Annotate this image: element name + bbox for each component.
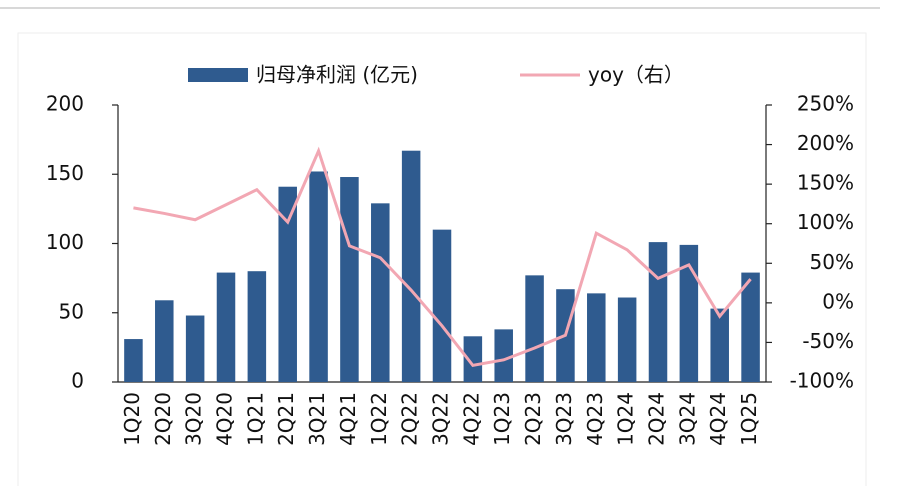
legend-label: 归母净利润 (亿元) [256, 63, 418, 87]
y-tick-label: 0 [71, 369, 84, 393]
bar [617, 297, 637, 382]
x-tick-label: 3Q20 [182, 392, 206, 446]
y2-tick-label: -100% [790, 369, 854, 393]
y2-tick-label: 50% [810, 250, 854, 274]
x-tick-label: 1Q24 [614, 392, 638, 446]
y2-tick-label: -50% [802, 329, 854, 353]
bar [525, 275, 544, 382]
bar [648, 242, 668, 382]
x-tick-label: 4Q21 [336, 392, 360, 446]
x-tick-label: 2Q20 [151, 392, 175, 446]
legend-label: yoy（右） [588, 63, 684, 87]
bar [185, 315, 205, 382]
x-tick-label: 4Q20 [213, 392, 237, 446]
y2-tick-label: 200% [797, 131, 854, 155]
x-tick-label: 3Q24 [675, 392, 699, 446]
bar [587, 293, 606, 382]
y2-tick-label: 250% [797, 92, 854, 116]
x-tick-label: 3Q21 [305, 392, 329, 446]
x-tick-label: 3Q22 [429, 392, 453, 446]
y2-tick-label: 100% [797, 210, 854, 234]
bar [432, 229, 452, 382]
x-tick-label: 1Q21 [243, 392, 267, 446]
bar [278, 186, 297, 382]
bar [463, 336, 483, 382]
y-tick-label: 100 [46, 230, 84, 254]
y2-tick-label: 150% [797, 171, 854, 195]
y-tick-label: 150 [46, 161, 84, 185]
x-tick-label: 3Q23 [552, 392, 576, 446]
x-tick-label: 1Q25 [737, 392, 761, 446]
bar [309, 171, 328, 382]
y-tick-label: 200 [46, 92, 84, 116]
legend-swatch [188, 68, 248, 82]
bar [494, 329, 513, 382]
bar [124, 339, 143, 382]
y2-tick-label: 0% [822, 289, 854, 313]
bar [340, 177, 359, 382]
x-tick-label: 4Q24 [706, 392, 730, 446]
x-tick-label: 1Q23 [490, 392, 514, 446]
x-tick-label: 2Q22 [398, 392, 422, 446]
x-tick-label: 4Q22 [459, 392, 483, 446]
bar [679, 244, 699, 382]
y-tick-label: 50 [59, 299, 84, 323]
x-tick-label: 1Q22 [367, 392, 391, 446]
bar [371, 203, 390, 382]
bar [247, 271, 267, 382]
x-tick-label: 1Q20 [120, 392, 144, 446]
x-tick-label: 2Q23 [521, 392, 545, 446]
bar [401, 150, 421, 382]
bar [216, 272, 236, 382]
bar [155, 300, 174, 382]
x-tick-label: 4Q23 [583, 392, 607, 446]
x-tick-label: 2Q21 [274, 392, 298, 446]
line [133, 146, 752, 368]
x-tick-label: 2Q24 [645, 392, 669, 446]
bar [710, 308, 729, 382]
bar [741, 272, 760, 382]
